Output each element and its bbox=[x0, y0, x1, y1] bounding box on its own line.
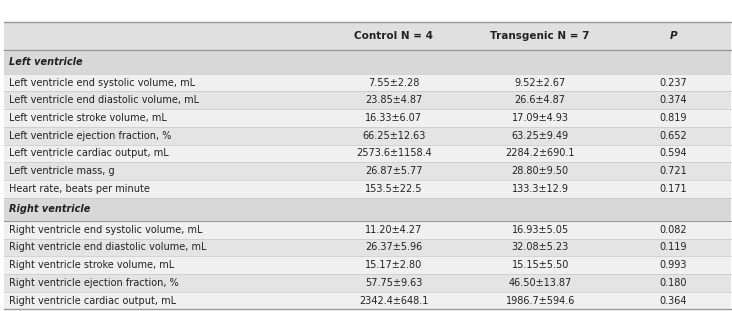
Bar bbox=[4, 91, 731, 109]
Text: 0.819: 0.819 bbox=[660, 113, 687, 123]
Bar bbox=[4, 109, 731, 127]
Text: 46.50±13.87: 46.50±13.87 bbox=[509, 278, 572, 288]
Bar bbox=[4, 292, 731, 309]
Text: 9.52±2.67: 9.52±2.67 bbox=[515, 77, 566, 88]
Text: 63.25±9.49: 63.25±9.49 bbox=[512, 131, 569, 141]
Text: 32.08±5.23: 32.08±5.23 bbox=[512, 243, 569, 253]
Text: 2284.2±690.1: 2284.2±690.1 bbox=[506, 148, 575, 158]
Bar bbox=[4, 180, 731, 197]
Text: Transgenic N = 7: Transgenic N = 7 bbox=[490, 31, 590, 41]
Text: 7.55±2.28: 7.55±2.28 bbox=[368, 77, 419, 88]
Bar bbox=[4, 50, 731, 74]
Text: P: P bbox=[670, 31, 677, 41]
Text: 26.6±4.87: 26.6±4.87 bbox=[515, 95, 566, 105]
Text: 28.80±9.50: 28.80±9.50 bbox=[512, 166, 569, 176]
Text: 26.37±5.96: 26.37±5.96 bbox=[365, 243, 422, 253]
Text: 1986.7±594.6: 1986.7±594.6 bbox=[506, 295, 575, 306]
Text: 11.20±4.27: 11.20±4.27 bbox=[365, 225, 422, 235]
Text: 26.87±5.77: 26.87±5.77 bbox=[365, 166, 422, 176]
Text: 2342.4±648.1: 2342.4±648.1 bbox=[359, 295, 428, 306]
Text: Left ventricle: Left ventricle bbox=[9, 57, 83, 67]
Text: 0.171: 0.171 bbox=[660, 184, 687, 194]
Bar bbox=[4, 145, 731, 162]
Text: Right ventricle end diastolic volume, mL: Right ventricle end diastolic volume, mL bbox=[9, 243, 206, 253]
Text: Right ventricle end systolic volume, mL: Right ventricle end systolic volume, mL bbox=[9, 225, 202, 235]
Text: Left ventricle mass, g: Left ventricle mass, g bbox=[9, 166, 114, 176]
Text: 0.721: 0.721 bbox=[660, 166, 687, 176]
Text: Left ventricle end diastolic volume, mL: Left ventricle end diastolic volume, mL bbox=[9, 95, 199, 105]
Text: Right ventricle ejection fraction, %: Right ventricle ejection fraction, % bbox=[9, 278, 179, 288]
Text: 0.374: 0.374 bbox=[660, 95, 687, 105]
Text: 15.17±2.80: 15.17±2.80 bbox=[365, 260, 422, 270]
Text: 0.237: 0.237 bbox=[660, 77, 687, 88]
Text: 0.993: 0.993 bbox=[660, 260, 687, 270]
Text: 0.180: 0.180 bbox=[660, 278, 687, 288]
Text: 16.93±5.05: 16.93±5.05 bbox=[512, 225, 569, 235]
Bar bbox=[4, 274, 731, 292]
Text: Control N = 4: Control N = 4 bbox=[354, 31, 433, 41]
Text: 0.082: 0.082 bbox=[660, 225, 687, 235]
Text: 23.85±4.87: 23.85±4.87 bbox=[365, 95, 422, 105]
Text: Right ventricle stroke volume, mL: Right ventricle stroke volume, mL bbox=[9, 260, 174, 270]
Bar bbox=[4, 221, 731, 239]
Text: 0.364: 0.364 bbox=[660, 295, 687, 306]
Text: 133.3±12.9: 133.3±12.9 bbox=[512, 184, 569, 194]
Bar bbox=[4, 162, 731, 180]
Text: 153.5±22.5: 153.5±22.5 bbox=[365, 184, 422, 194]
Text: Right ventricle cardiac output, mL: Right ventricle cardiac output, mL bbox=[9, 295, 176, 306]
Text: 0.652: 0.652 bbox=[660, 131, 687, 141]
Bar bbox=[4, 239, 731, 256]
Bar bbox=[4, 197, 731, 221]
Text: 0.594: 0.594 bbox=[660, 148, 687, 158]
Text: 2573.6±1158.4: 2573.6±1158.4 bbox=[356, 148, 432, 158]
Text: 15.15±5.50: 15.15±5.50 bbox=[512, 260, 569, 270]
Bar bbox=[4, 22, 731, 50]
Text: 17.09±4.93: 17.09±4.93 bbox=[512, 113, 569, 123]
Text: Right ventricle: Right ventricle bbox=[9, 204, 90, 214]
Text: Left ventricle cardiac output, mL: Left ventricle cardiac output, mL bbox=[9, 148, 168, 158]
Text: Left ventricle end systolic volume, mL: Left ventricle end systolic volume, mL bbox=[9, 77, 195, 88]
Bar bbox=[4, 127, 731, 145]
Text: Left ventricle stroke volume, mL: Left ventricle stroke volume, mL bbox=[9, 113, 167, 123]
Bar bbox=[4, 74, 731, 91]
Text: Heart rate, beats per minute: Heart rate, beats per minute bbox=[9, 184, 149, 194]
Text: 57.75±9.63: 57.75±9.63 bbox=[365, 278, 422, 288]
Text: 66.25±12.63: 66.25±12.63 bbox=[362, 131, 425, 141]
Bar bbox=[4, 256, 731, 274]
Text: 16.33±6.07: 16.33±6.07 bbox=[365, 113, 422, 123]
Text: 0.119: 0.119 bbox=[660, 243, 687, 253]
Text: Left ventricle ejection fraction, %: Left ventricle ejection fraction, % bbox=[9, 131, 171, 141]
